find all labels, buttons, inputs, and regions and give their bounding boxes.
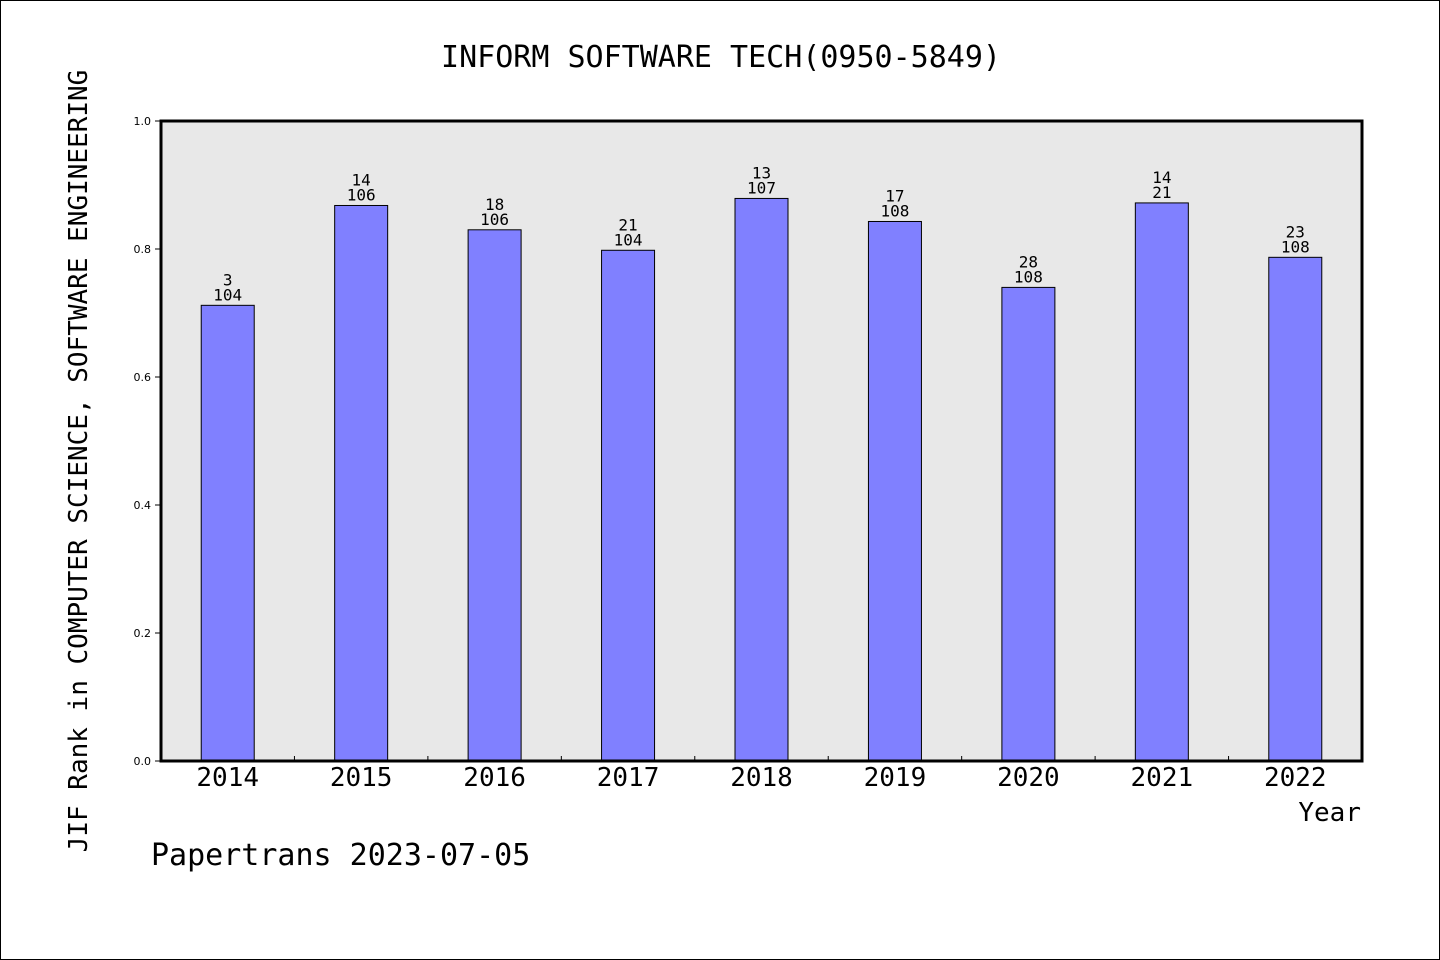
x-tick-label: 2020 [997, 763, 1060, 793]
x-tick-label: 2022 [1264, 763, 1327, 793]
y-tick-label: 0.2 [134, 627, 152, 640]
x-tick-label: 2017 [597, 763, 660, 793]
bar-2018 [734, 197, 789, 762]
x-tick-label: 2015 [330, 763, 393, 793]
x-axis-label: Year [1298, 798, 1361, 828]
bar-2015 [334, 204, 389, 762]
bar-rank-label: 17 [885, 186, 904, 205]
bar-rank-label: 3 [223, 270, 233, 289]
bar-2020 [1001, 286, 1056, 762]
x-tick-label: 2016 [463, 763, 526, 793]
plot-border [159, 119, 1364, 763]
bar-rank-label: 14 [352, 170, 371, 189]
bar-rank-label: 28 [1019, 252, 1038, 271]
bar-2016 [467, 229, 522, 762]
bar-rank-label: 23 [1286, 222, 1305, 241]
bar-rank-label: 21 [618, 215, 637, 234]
bar-total-label: 108 [1281, 237, 1310, 256]
y-tick-label: 0.4 [134, 499, 152, 512]
y-tick-label: 0.0 [134, 755, 152, 768]
bars-group [200, 197, 1323, 762]
bar-2019 [867, 220, 922, 762]
bar-2014 [200, 304, 255, 762]
bar-total-label: 21 [1152, 183, 1171, 202]
x-tick-label: 2021 [1131, 763, 1194, 793]
x-tick-label: 2018 [730, 763, 793, 793]
y-tick-label: 0.6 [134, 371, 152, 384]
bar-2022 [1268, 256, 1323, 762]
y-tick-label: 1.0 [134, 115, 152, 128]
bar-total-label: 106 [347, 185, 376, 204]
y-axis-label: JIF Rank in COMPUTER SCIENCE, SOFTWARE E… [64, 70, 94, 853]
bar-rank-label: 14 [1152, 168, 1171, 187]
chart-title: INFORM SOFTWARE TECH(0950-5849) [441, 40, 1001, 75]
bar-total-label: 104 [614, 230, 643, 249]
y-tick-label: 0.8 [134, 243, 152, 256]
y-axis: 0.0 0.2 0.4 0.6 0.8 1.0 [134, 115, 161, 768]
footer-credit: Papertrans 2023-07-05 [151, 838, 530, 873]
bar-total-label: 104 [213, 285, 242, 304]
x-axis: 2014 2015 2016 2017 2018 2019 2020 2021 2022 [196, 756, 1327, 793]
x-tick-label: 2014 [196, 763, 259, 793]
x-tick-label: 2019 [864, 763, 927, 793]
bar-total-label: 107 [747, 178, 776, 197]
bar-total-label: 106 [480, 210, 509, 229]
bar-2017 [601, 249, 656, 762]
bar-2021 [1134, 202, 1189, 762]
bar-rank-label: 13 [752, 163, 771, 182]
bar-total-label: 108 [880, 201, 909, 220]
bar-rank-label: 18 [485, 195, 504, 214]
bar-total-label: 108 [1014, 267, 1043, 286]
